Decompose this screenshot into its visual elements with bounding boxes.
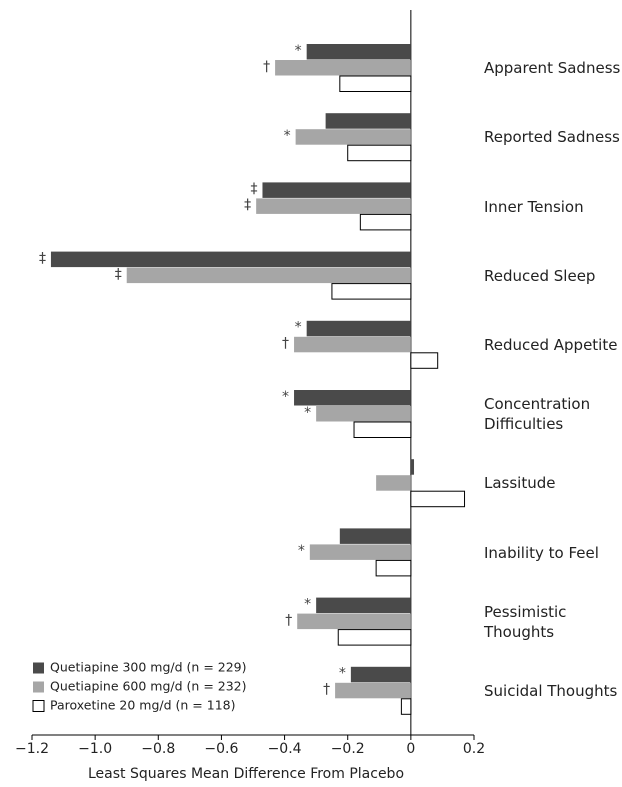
category-label: Inner Tension: [484, 197, 584, 216]
bar: [359, 213, 412, 231]
bar: [335, 682, 411, 699]
legend-label: Paroxetine 20 mg/d (n = 118): [50, 698, 236, 713]
bar: [410, 352, 439, 369]
x-tick-label: −1.0: [78, 741, 112, 757]
legend-swatch: [33, 662, 44, 674]
bar: [256, 198, 411, 214]
bar: [376, 475, 411, 491]
category-label: Apparent Sadness: [484, 59, 621, 78]
x-tick-label: −0.4: [268, 741, 302, 757]
significance-marker: †: [323, 682, 330, 698]
bar: [50, 251, 411, 268]
bar: [410, 490, 466, 508]
significance-marker: ‡: [39, 250, 46, 266]
x-tick-label: 0.2: [463, 741, 485, 757]
bar: [350, 666, 411, 683]
significance-marker: †: [285, 612, 292, 628]
bar: [294, 336, 411, 353]
significance-marker: *: [295, 320, 302, 336]
category-label: Lassitude: [484, 474, 556, 493]
significance-marker: *: [304, 405, 311, 421]
category-label: Reduced Appetite: [484, 336, 618, 355]
category-label: Reported Sadness: [484, 128, 620, 147]
bar: [339, 528, 411, 544]
legend-label: Quetiapine 600 mg/d (n = 232): [50, 679, 247, 694]
legend-label: Quetiapine 300 mg/d (n = 229): [50, 660, 247, 675]
x-axis-title: Least Squares Mean Difference From Place…: [88, 766, 404, 782]
significance-marker: *: [284, 128, 291, 144]
significance-marker: ‡: [115, 266, 122, 282]
bar: [306, 44, 411, 60]
bar: [410, 459, 415, 475]
bar: [262, 182, 411, 198]
x-tick-label: −1.2: [15, 741, 49, 757]
significance-marker: ‡: [244, 197, 251, 213]
x-tick-label: 0: [406, 741, 415, 757]
bar: [325, 113, 411, 129]
bar: [375, 559, 412, 577]
significance-marker: *: [295, 43, 302, 59]
significance-marker: *: [298, 543, 305, 559]
bar: [337, 629, 412, 646]
legend-swatch: [33, 681, 44, 693]
significance-marker: ‡: [250, 181, 257, 197]
x-tick-label: −0.2: [331, 741, 365, 757]
bar: [347, 144, 412, 162]
bar: [339, 75, 412, 92]
bar: [294, 390, 411, 406]
significance-marker: †: [263, 59, 270, 75]
bar: [295, 129, 411, 145]
significance-marker: †: [282, 336, 289, 352]
significance-marker: *: [304, 596, 311, 612]
category-label: Suicidal Thoughts: [484, 682, 618, 701]
bar: [316, 597, 411, 614]
bar: [353, 421, 412, 438]
category-label: Reduced Sleep: [484, 266, 596, 285]
bar: [306, 320, 411, 337]
bar: [331, 283, 412, 300]
significance-marker: *: [282, 389, 289, 405]
bar: [309, 544, 411, 560]
x-tick-label: −0.8: [141, 741, 175, 757]
legend-swatch: [32, 700, 45, 712]
bar: [297, 613, 411, 630]
significance-marker: *: [339, 666, 346, 682]
bar: [126, 267, 411, 284]
category-label: Pessimistic Thoughts: [484, 602, 567, 641]
bar: [316, 406, 411, 422]
bar: [400, 698, 412, 715]
category-label: Concentration Difficulties: [484, 395, 591, 434]
bar: [275, 60, 411, 76]
category-label: Inability to Feel: [484, 543, 599, 562]
x-tick-label: −0.6: [204, 741, 238, 757]
